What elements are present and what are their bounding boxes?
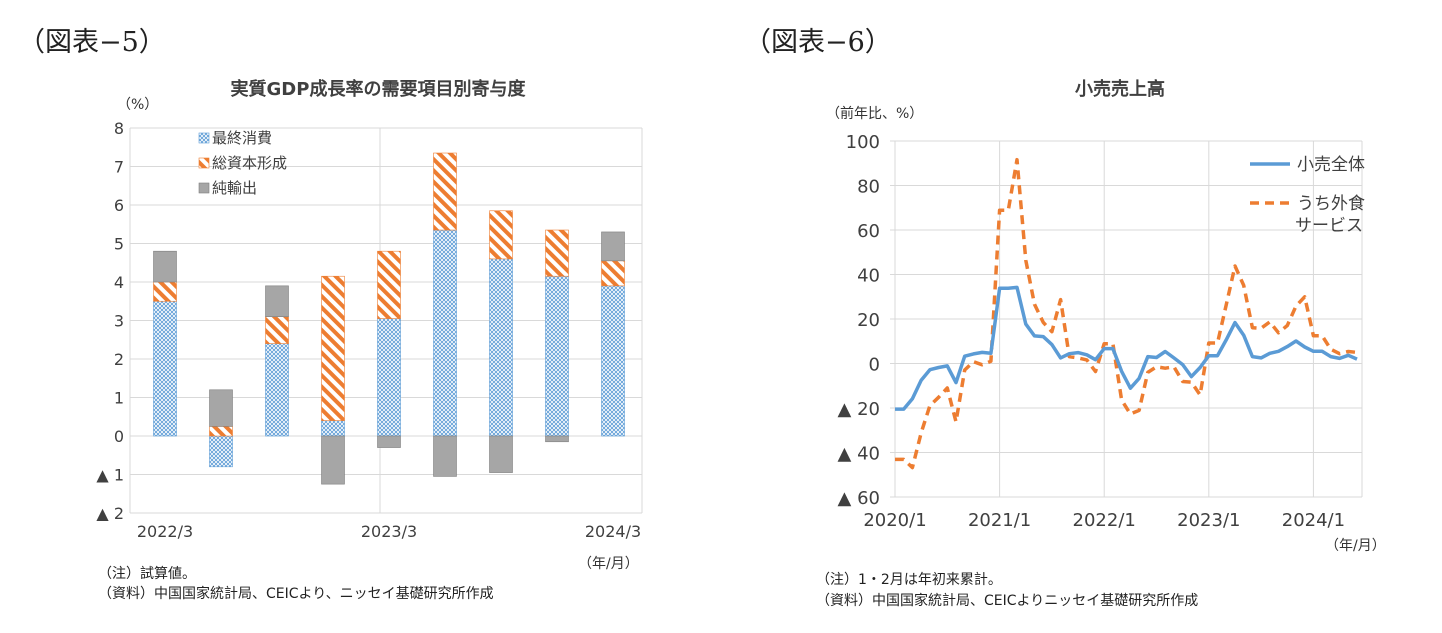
bar-segment-consumption [433,229,457,437]
y-tick-label: 8 [114,119,124,138]
y-tick-label: 1 [114,389,124,408]
bar-segment-consumption [209,435,233,468]
bar-segment-capital [377,250,401,319]
bar-segment-consumption [601,285,625,437]
y-tick-label: ▲ 40 [838,444,880,465]
x-unit-gdp: （年/月） [578,556,639,572]
y-tick-label: 2 [114,350,124,369]
bar-segment-capital [601,260,625,287]
bar-segment-consumption [321,420,345,437]
legend-label: 最終消費 [212,129,272,147]
note-gdp: （注）試算値。 [98,566,196,582]
x-tick-label: 2023/3 [361,522,417,541]
bar-segment-net-exports [153,250,177,283]
y-tick-label: 60 [857,221,880,242]
y-tick-label: 80 [857,177,880,198]
legend-swatch [198,132,210,144]
bar-segment-net-exports [377,435,401,448]
figure-label-5: （図表−5） [18,27,166,58]
bar-segment-net-exports [321,435,345,485]
bar-segment-consumption [153,300,177,437]
legend-label: 小売全体 [1297,155,1365,175]
y-tick-label: 0 [114,427,124,446]
y-tick-label: 6 [114,196,124,215]
bar-segment-net-exports [209,389,233,427]
line-series-retail-total [895,285,1358,411]
legend-swatch [198,182,210,194]
y-tick-label: 20 [857,310,880,331]
y-tick-label: 40 [857,266,880,287]
bar-segment-capital [321,275,345,421]
x-tick-label: 2022/3 [137,522,193,541]
source-gdp: （資料）中国国家統計局、CEICより、ニッセイ基礎研究所作成 [98,586,494,602]
chart-title-gdp: 実質GDP成長率の需要項目別寄与度 [230,79,526,100]
bar-segment-net-exports [265,285,289,317]
source-retail: （資料）中国国家統計局、CEICよりニッセイ基礎研究所作成 [816,593,1199,609]
y-tick-label: ▲ 60 [838,488,880,509]
x-tick-label: 2024/1 [1282,510,1345,531]
note-retail: （注）1・2月は年初来累計。 [816,572,1002,588]
y-tick-label: 5 [114,235,124,254]
x-unit-retail: （年/月） [1325,538,1386,554]
legend-swatch [198,157,210,169]
y-tick-label: 100 [846,132,880,153]
x-tick-label: 2021/1 [968,510,1031,531]
x-tick-label: 2022/1 [1073,510,1136,531]
bar-segment-capital [433,152,457,231]
figure-label-6: （図表−6） [744,27,892,58]
bar-segment-consumption [545,275,569,437]
bar-segment-consumption [489,258,513,437]
bar-segment-net-exports [433,435,457,477]
bar-segment-capital [265,316,289,344]
bar-segment-consumption [265,343,289,437]
y-unit-gdp: （%） [117,97,159,113]
y-tick-label: 3 [114,312,124,331]
bar-segment-net-exports [601,231,625,262]
bar-segment-net-exports [545,435,569,443]
bar-segment-consumption [377,318,401,437]
legend-label: 総資本形成 [212,154,287,172]
x-tick-label: 2020/1 [863,510,926,531]
legend-label: うち外食サービス [1295,194,1365,236]
y-tick-label: 4 [114,273,124,292]
y-unit-retail: （前年比、%） [826,106,924,122]
legend-label: 純輸出 [212,179,257,197]
y-tick-label: ▲ 1 [96,466,124,485]
x-tick-label: 2023/1 [1177,510,1240,531]
gdp-contribution-chart: 8 7 6 5 4 3 2 1 0 ▲ 1 ▲ 2 2022/3 2023/3 2024/3 最終消費総資… [96,119,643,541]
x-tick-label: 2024/3 [585,522,641,541]
bar-segment-capital [545,229,569,277]
bar-segment-capital [153,281,177,302]
y-tick-label: ▲ 2 [96,504,124,523]
bar-segment-capital [209,426,233,437]
bar-segment-capital [489,210,513,260]
chart-title-retail: 小売売上高 [1075,79,1165,100]
y-tick-label: 7 [114,158,124,177]
y-tick-label: ▲ 20 [838,399,880,420]
line-series-catering [895,157,1358,470]
bar-segment-net-exports [489,435,513,473]
y-tick-label: 0 [869,355,880,376]
